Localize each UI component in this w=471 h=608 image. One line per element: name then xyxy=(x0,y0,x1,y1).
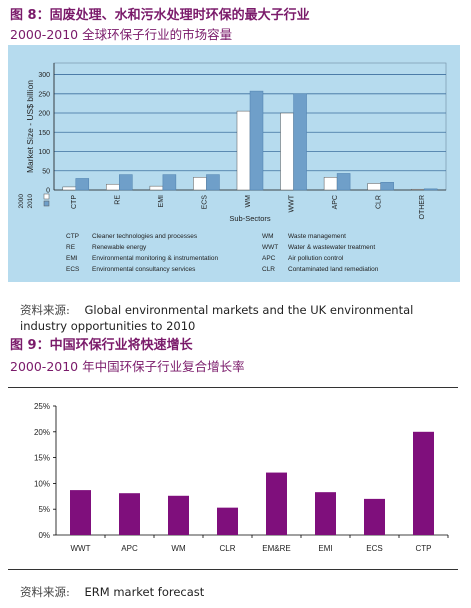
bar-wwt xyxy=(70,490,91,535)
figure-9-subtitle: 2000-2010 年中国环保子行业复合增长率 xyxy=(10,359,245,374)
x-tick-label: WWT xyxy=(289,194,296,212)
y-tick-label: 250 xyxy=(38,91,50,98)
bar-ecs xyxy=(364,498,385,535)
y-tick-label: 5% xyxy=(38,505,50,514)
source-text: Global environmental markets and the UK … xyxy=(20,303,414,333)
bar-clr-2000 xyxy=(367,183,381,191)
bar-emi-2010 xyxy=(162,174,177,191)
key-meaning-re: Renewable energy xyxy=(92,244,147,251)
legend-swatch-2000 xyxy=(43,193,50,200)
source-label: 资料来源: xyxy=(20,303,70,317)
bar-emi xyxy=(315,492,336,535)
key-code-wwt: WWT xyxy=(262,244,278,251)
x-tick-label: CTP xyxy=(416,544,432,553)
bar-ctp-2010 xyxy=(75,178,90,191)
x-tick-label: OTHER xyxy=(419,195,426,220)
key-code-wm: WM xyxy=(262,233,274,240)
figure-9-panel: 0% 5% 10% 15% 20% 25% WWT APC WM CLR EM&RE EMI ECS CT… xyxy=(8,387,458,570)
y-tick-label: 0 xyxy=(46,188,50,195)
key-meaning-wwt: Water & wastewater treatment xyxy=(288,244,375,251)
figure-8-source: 资料来源: Global environmental markets and t… xyxy=(20,302,460,334)
bar-other-2000 xyxy=(410,188,425,191)
bar-wm-2010 xyxy=(249,90,264,191)
key-code-apc: APC xyxy=(262,255,276,262)
bar-em-re xyxy=(266,472,287,535)
y-tick-label: 300 xyxy=(38,72,50,79)
figure-8-subtitle: 2000-2010 全球环保子行业的市场容量 xyxy=(10,27,233,42)
bar-apc xyxy=(119,493,140,535)
y-tick-label: 15% xyxy=(34,454,50,463)
y-tick-label: 200 xyxy=(38,111,50,118)
key-code-re: RE xyxy=(66,244,76,251)
legend-label-2010: 2010 xyxy=(27,194,34,209)
source-text: ERM market forecast xyxy=(84,585,205,599)
key-code-emi: EMI xyxy=(66,255,78,262)
y-tick-label: 25% xyxy=(34,402,50,411)
y-tick-label: 50 xyxy=(42,168,50,175)
bar-wwt-2010 xyxy=(293,93,307,191)
y-tick-label: 100 xyxy=(38,149,50,156)
x-tick-label: WM xyxy=(171,544,186,553)
figure-9-title: 图 9：中国环保行业将快速增长 xyxy=(10,338,193,353)
y-tick-label: 0% xyxy=(38,531,50,540)
key-meaning-apc: Air pollution control xyxy=(288,255,344,262)
key-meaning-wm: Waste management xyxy=(288,233,346,240)
key-code-ecs: ECS xyxy=(66,266,80,273)
x-tick-label: APC xyxy=(121,544,138,553)
x-tick-label: CTP xyxy=(71,195,78,209)
bar-apc-2010 xyxy=(336,173,351,191)
x-axis-title: Sub-Sectors xyxy=(229,214,271,223)
key-code-ctp: CTP xyxy=(66,233,79,240)
y-tick-label: 20% xyxy=(34,428,50,437)
x-tick-label: EM&RE xyxy=(262,544,290,553)
bar-re-2000 xyxy=(106,183,120,191)
x-tick-label: APC xyxy=(332,195,339,209)
bar-emi-2000 xyxy=(149,185,164,191)
bar-wwt-2000 xyxy=(280,112,294,191)
x-tick-label: EMI xyxy=(158,195,165,208)
growth-rate-chart: 0% 5% 10% 15% 20% 25% WWT APC WM CLR EM&RE EMI ECS CT… xyxy=(34,402,449,553)
bar-ecs-2010 xyxy=(206,174,220,191)
source-label: 资料来源: xyxy=(20,585,70,599)
key-meaning-emi: Environmental monitoring & instrumentati… xyxy=(92,255,218,262)
bar-apc-2000 xyxy=(323,177,338,191)
x-tick-label: CLR xyxy=(376,195,383,209)
bar-ctp-2000 xyxy=(62,186,77,191)
x-tick-label: WWT xyxy=(71,544,91,553)
key-meaning-clr: Contaminated land remediation xyxy=(288,266,379,273)
figure-8-title: 图 8：固废处理、水和污水处理时环保的最大子行业 xyxy=(10,8,310,23)
bar-clr xyxy=(217,507,238,535)
bar-wm xyxy=(168,495,189,535)
legend-swatch-2010 xyxy=(43,200,50,207)
key-meaning-ecs: Environmental consultancy services xyxy=(92,266,196,273)
bar-ctp xyxy=(413,431,434,535)
y-axis-title: Market Size - US$ billion xyxy=(25,80,35,173)
x-tick-label: RE xyxy=(114,195,121,205)
y-tick-label: 10% xyxy=(34,479,50,488)
bar-ecs-2000 xyxy=(193,177,207,191)
figure-8-panel: 0 50 100 150 200 250 300 Market Size - US$ bill… xyxy=(8,45,460,282)
bar-wm-2000 xyxy=(236,110,251,191)
bar-other-2010 xyxy=(423,188,438,191)
figure-9-source: 资料来源: ERM market forecast xyxy=(20,584,204,600)
legend-label-2000: 2000 xyxy=(18,194,25,209)
bar-re-2010 xyxy=(119,174,133,191)
key-meaning-ctp: Cleaner technologies and processes xyxy=(92,233,198,240)
x-tick-label: ECS xyxy=(366,544,382,553)
bar-clr-2010 xyxy=(380,182,394,191)
x-tick-label: EMI xyxy=(318,544,332,553)
x-tick-label: WM xyxy=(245,195,252,208)
y-tick-label: 150 xyxy=(38,130,50,137)
x-tick-label: ECS xyxy=(201,195,208,210)
x-tick-label: CLR xyxy=(219,544,235,553)
key-code-clr: CLR xyxy=(262,266,275,273)
